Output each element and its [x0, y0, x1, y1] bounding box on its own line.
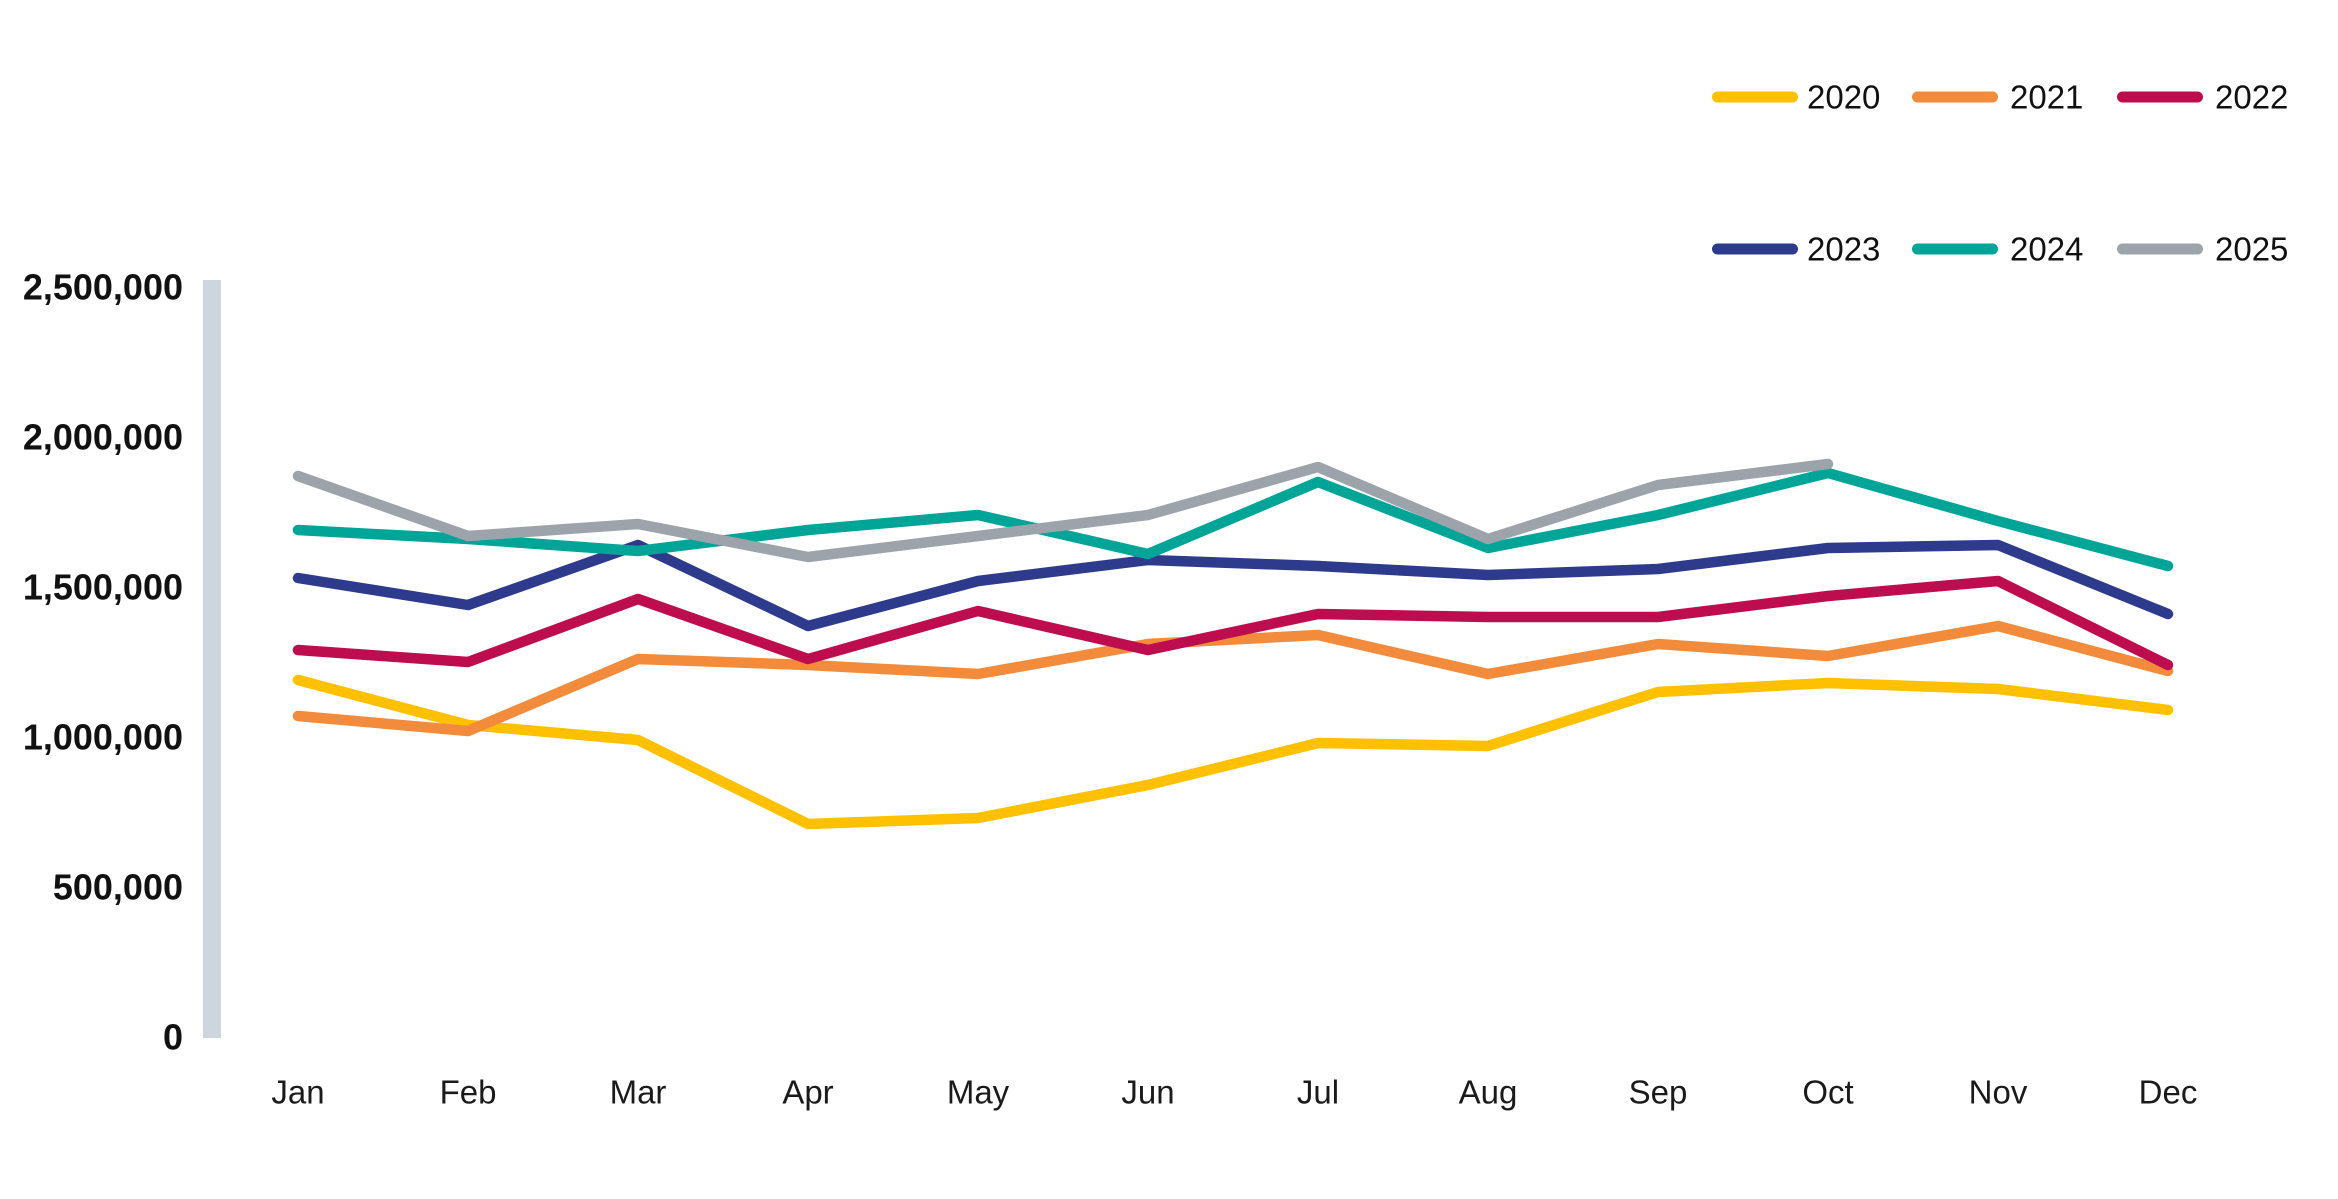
legend-swatch-2023	[1712, 243, 1798, 255]
legend-swatch-2021	[1912, 91, 1998, 103]
y-tick-label: 500,000	[53, 867, 183, 908]
y-tick-label: 2,500,000	[23, 267, 183, 308]
x-tick-label: Jul	[1297, 1074, 1339, 1111]
x-tick-label: May	[947, 1074, 1010, 1111]
series-line-2023	[292, 539, 2174, 632]
series-line-2021	[292, 620, 2174, 737]
legend-label-2021: 2021	[2010, 79, 2083, 116]
legend-label-2020: 2020	[1807, 79, 1880, 116]
x-axis-labels: Jan Feb Mar Apr May Jun Jul Aug Sep Oct …	[271, 1074, 2197, 1111]
x-tick-label: Nov	[1969, 1074, 2028, 1111]
x-tick-label: Mar	[610, 1074, 667, 1111]
x-tick-label: Dec	[2139, 1074, 2198, 1111]
y-axis-labels: 2,500,000 2,000,000 1,500,000 1,000,000 …	[23, 267, 183, 1058]
legend-swatch-2024	[1912, 243, 1998, 255]
legend-label-2023: 2023	[1807, 231, 1880, 268]
y-tick-label: 1,500,000	[23, 567, 183, 608]
legend-label-2025: 2025	[2215, 231, 2288, 268]
legend-item-2021: 2021	[1912, 79, 2083, 116]
x-tick-label: Aug	[1459, 1074, 1518, 1111]
x-tick-label: Oct	[1802, 1074, 1853, 1111]
series-line-2022	[292, 575, 2174, 671]
legend-swatch-2025	[2117, 243, 2203, 255]
series-line-2024	[292, 467, 2174, 572]
y-axis-bar	[203, 280, 221, 1038]
x-tick-label: Apr	[782, 1074, 833, 1111]
legend-item-2020: 2020	[1712, 79, 1880, 116]
legend-swatch-2020	[1712, 91, 1798, 103]
legend: 2020 2021 2022 2023 2024 2025	[1712, 79, 2288, 268]
legend-item-2024: 2024	[1912, 231, 2083, 268]
legend-swatch-2022	[2117, 91, 2203, 103]
y-tick-label: 1,000,000	[23, 717, 183, 758]
y-tick-label: 2,000,000	[23, 417, 183, 458]
series-line-2025	[292, 458, 1834, 563]
legend-item-2022: 2022	[2117, 79, 2288, 116]
y-tick-label: 0	[163, 1017, 183, 1058]
legend-label-2022: 2022	[2215, 79, 2288, 116]
series-lines	[292, 458, 2174, 830]
legend-item-2025: 2025	[2117, 231, 2288, 268]
legend-item-2023: 2023	[1712, 231, 1880, 268]
series-line-2020	[292, 674, 2174, 830]
x-tick-label: Sep	[1629, 1074, 1688, 1111]
x-tick-label: Jan	[271, 1074, 324, 1111]
x-tick-label: Feb	[440, 1074, 497, 1111]
x-tick-label: Jun	[1121, 1074, 1174, 1111]
legend-label-2024: 2024	[2010, 231, 2083, 268]
